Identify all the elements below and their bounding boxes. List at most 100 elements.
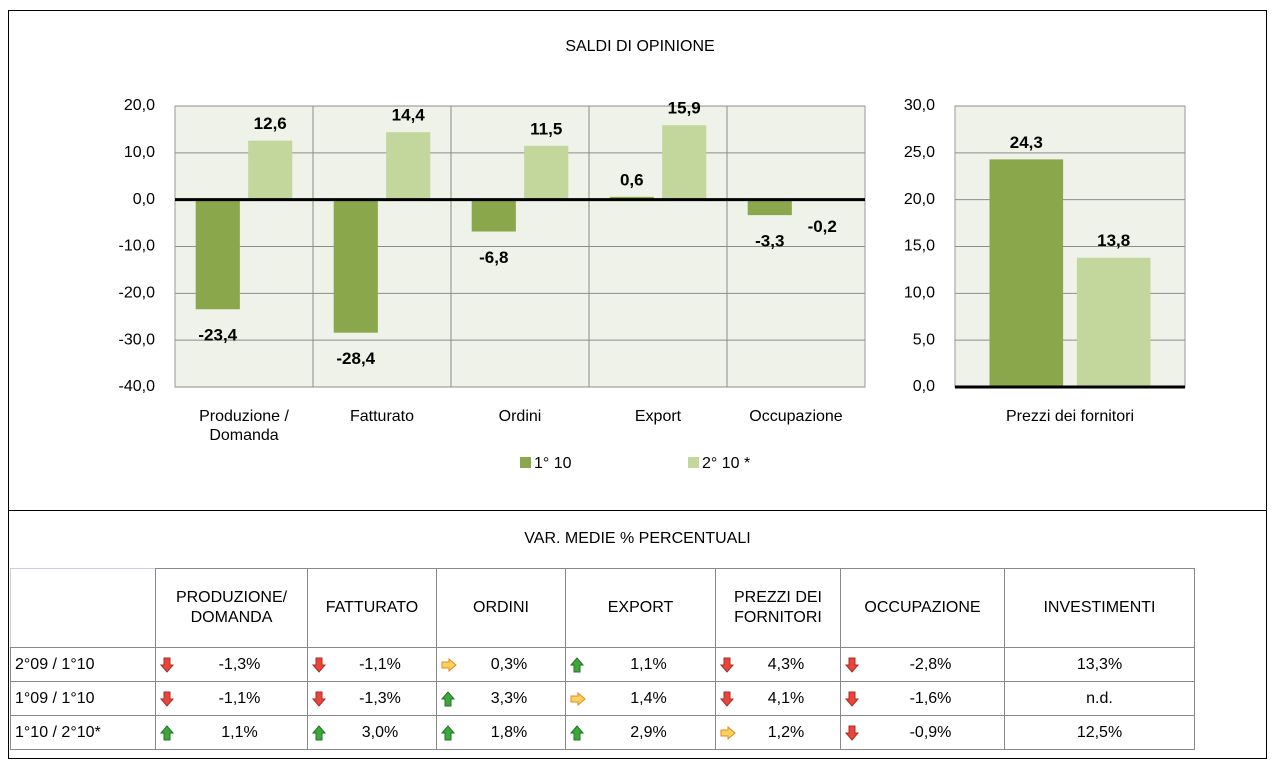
table-cell: 3,0% bbox=[307, 715, 437, 750]
cell-value: -1,3% bbox=[218, 655, 261, 673]
cell-content: 1,1% bbox=[160, 724, 303, 742]
data-label: 14,4 bbox=[392, 106, 426, 125]
data-label: 12,6 bbox=[254, 114, 287, 133]
arrow-right bbox=[441, 657, 457, 672]
cell-value: 12,5% bbox=[1076, 723, 1123, 741]
arrow-shape bbox=[570, 691, 586, 706]
table-cell: -1,3% bbox=[155, 647, 308, 682]
cell-content: -0,9% bbox=[845, 724, 1000, 742]
table-cell: 1,8% bbox=[436, 715, 566, 750]
cell-content: 1,1% bbox=[570, 656, 711, 674]
arrow-shape bbox=[312, 724, 327, 740]
column-header: FATTURATO bbox=[307, 568, 437, 648]
x-tick-label: Export bbox=[634, 408, 682, 425]
arrow-down bbox=[312, 657, 327, 673]
arrow-down bbox=[720, 657, 735, 673]
y-tick-label: 20,0 bbox=[124, 97, 155, 114]
arrow-shape bbox=[720, 691, 735, 707]
arrow-down bbox=[160, 691, 175, 707]
bar bbox=[1076, 257, 1151, 387]
arrow-shape bbox=[845, 657, 860, 673]
arrow-down bbox=[720, 691, 735, 707]
table-cell: -1,1% bbox=[155, 681, 308, 716]
x-tick-label: Ordini bbox=[498, 408, 542, 425]
column-header: EXPORT bbox=[565, 568, 716, 648]
table-cell: 1,1% bbox=[155, 715, 308, 750]
cell-value: 3,3% bbox=[490, 689, 528, 707]
cell-value: n.d. bbox=[1086, 689, 1113, 707]
y-tick-label: 0,0 bbox=[913, 378, 935, 395]
cell-value: 3,0% bbox=[361, 723, 399, 741]
table-cell: -2,8% bbox=[840, 647, 1005, 682]
arrow-up bbox=[570, 656, 585, 672]
cell-content: 4,3% bbox=[720, 656, 836, 674]
bar bbox=[248, 140, 293, 200]
bar bbox=[524, 145, 569, 200]
bar bbox=[989, 159, 1064, 387]
table-cell: 4,1% bbox=[715, 681, 841, 716]
cell-content: 2,9% bbox=[570, 724, 711, 742]
cell-value: -1,1% bbox=[218, 689, 261, 707]
table-cell: -1,1% bbox=[307, 647, 437, 682]
table: PRODUZIONE/ DOMANDA FATTURATO ORDINI EXPORT… bbox=[10, 568, 1195, 750]
y-tick-label: 25,0 bbox=[904, 144, 935, 161]
data-label: -23,4 bbox=[198, 326, 237, 345]
arrow-shape bbox=[720, 725, 736, 740]
y-tick-label: -30,0 bbox=[119, 331, 156, 348]
table-cell: 2,9% bbox=[565, 715, 716, 750]
cell-value: 0,3% bbox=[490, 655, 528, 673]
cell-value: -2,8% bbox=[909, 655, 952, 673]
data-label: -3,3 bbox=[755, 232, 784, 251]
arrow-right bbox=[570, 691, 586, 706]
column-header: OCCUPAZIONE bbox=[840, 568, 1005, 648]
bar bbox=[333, 199, 378, 333]
cell-value: -1,6% bbox=[909, 689, 952, 707]
data-label: -0,2 bbox=[808, 217, 837, 236]
data-label: 0,6 bbox=[620, 170, 644, 189]
table-cell: 3,3% bbox=[436, 681, 566, 716]
arrow-up bbox=[160, 724, 175, 740]
legend-label: 2° 10 * bbox=[702, 455, 750, 472]
table-cell: 4,3% bbox=[715, 647, 841, 682]
cell-content: n.d. bbox=[1009, 690, 1190, 708]
cell-value: 13,3% bbox=[1076, 655, 1123, 673]
bar bbox=[471, 199, 516, 232]
x-tick-label: Occupazione bbox=[749, 408, 843, 425]
data-label: 24,3 bbox=[1010, 133, 1043, 152]
arrow-shape bbox=[845, 725, 860, 741]
arrow-down bbox=[845, 725, 860, 741]
arrow-shape bbox=[720, 657, 735, 673]
cell-value: -1,1% bbox=[359, 655, 401, 673]
y-tick-label: 10,0 bbox=[904, 285, 935, 302]
arrow-down bbox=[160, 657, 175, 673]
chart: SALDI DI OPINIONE -40,0 -30,0 -20,0 -10,0 0,… bbox=[119, 38, 1186, 472]
row-label: 1°09 / 1°10 bbox=[10, 681, 156, 716]
y-tick-label: -20,0 bbox=[119, 285, 156, 302]
row-label: 2°09 / 1°10 bbox=[10, 647, 156, 682]
cell-value: -0,9% bbox=[909, 723, 952, 741]
cell-content: 3,3% bbox=[441, 690, 561, 708]
arrow-shape bbox=[570, 724, 585, 740]
table-cell: 12,5% bbox=[1004, 715, 1195, 750]
table-cell: 1,2% bbox=[715, 715, 841, 750]
cell-value: 1,2% bbox=[767, 723, 805, 741]
arrow-right bbox=[720, 725, 736, 740]
cell-content: 1,2% bbox=[720, 724, 836, 742]
row-label: 1°10 / 2°10* bbox=[10, 715, 156, 750]
arrow-up bbox=[312, 724, 327, 740]
arrow-shape bbox=[160, 691, 175, 707]
legend-swatch bbox=[688, 457, 699, 468]
column-header: PRODUZIONE/ DOMANDA bbox=[155, 568, 308, 648]
y-tick-label: -40,0 bbox=[119, 378, 156, 395]
header-row: PRODUZIONE/ DOMANDA FATTURATO ORDINI EXPORT… bbox=[10, 568, 1195, 648]
data-label: 13,8 bbox=[1097, 231, 1130, 250]
arrow-shape bbox=[441, 657, 457, 672]
arrow-down bbox=[312, 691, 327, 707]
bar bbox=[662, 125, 707, 200]
cell-value: 1,8% bbox=[490, 723, 528, 741]
bar bbox=[386, 132, 431, 200]
arrow-up bbox=[441, 690, 456, 706]
y-tick-label: 20,0 bbox=[904, 191, 935, 208]
table-cell: 1,4% bbox=[565, 681, 716, 716]
y-tick-label: 30,0 bbox=[904, 97, 935, 114]
